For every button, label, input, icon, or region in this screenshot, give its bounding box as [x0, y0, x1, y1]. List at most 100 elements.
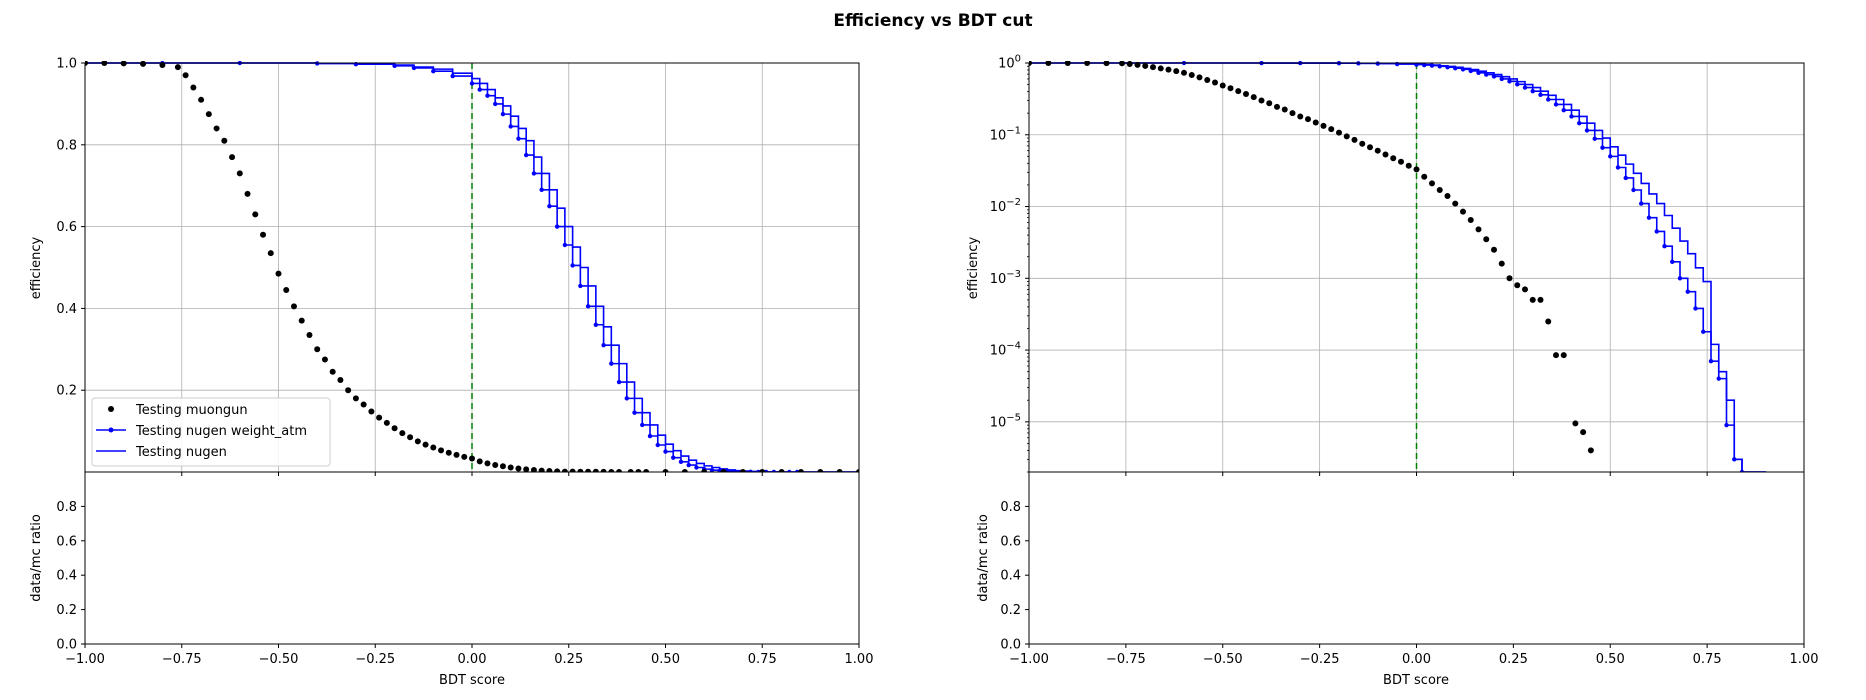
nugen-weight-atm-point [1561, 107, 1566, 113]
nugen-weight-atm-point [601, 343, 606, 348]
nugen-weight-atm-point [1468, 68, 1473, 74]
legend-entry-nugen-weight-atm: Testing nugen weight_atm [135, 424, 307, 439]
muongun-point [523, 466, 530, 472]
muongun-point [298, 317, 305, 324]
nugen-weight-atm-point [787, 469, 792, 472]
muongun-point [275, 270, 282, 277]
legend-entry-nugen: Testing nugen [135, 445, 227, 460]
ratio-y-tick-label: 0.2 [56, 603, 77, 618]
muongun-point [515, 465, 522, 472]
nugen-weight-atm-point [516, 136, 521, 141]
muongun-point [592, 468, 599, 472]
muongun-point [681, 469, 688, 472]
muongun-point [739, 469, 746, 472]
nugen-weight-atm-point [640, 422, 645, 428]
muongun-point [1150, 64, 1156, 71]
y-tick-label: 0.4 [56, 302, 77, 317]
nugen-weight-atm-point [624, 396, 629, 401]
muongun-point [1460, 208, 1466, 215]
legend-entry-muongun: Testing muongun [135, 403, 248, 418]
muongun-point [1212, 79, 1218, 86]
muongun-point [616, 468, 623, 472]
nugen-weight-atm-point [1538, 92, 1543, 98]
muongun-point [1537, 296, 1544, 303]
series-group [1029, 61, 1767, 472]
muongun-point [1553, 352, 1559, 359]
muongun-point [1165, 66, 1172, 73]
muongun-point [1181, 69, 1187, 76]
x-tick-label: 0.00 [1402, 652, 1431, 667]
muongun-point [600, 468, 607, 472]
nugen-weight-atm-point [686, 462, 691, 468]
nugen-weight-atm-point [1394, 61, 1400, 67]
nugen-weight-atm-point [1732, 457, 1737, 462]
muongun-point [1266, 100, 1273, 107]
nugen-weight-atm-point [678, 459, 684, 464]
nugen-weight-atm-point [748, 469, 753, 472]
muongun-point [1405, 162, 1412, 169]
nugen-weight-atm-point [1677, 276, 1683, 281]
right-ratio-ylabel: data/mc ratio [976, 514, 991, 602]
nugen-weight-atm-point [1724, 422, 1729, 428]
muongun-point [174, 64, 181, 71]
right-axes: −1.00 −0.75 −0.50 −0.25 0.00 0.25 0.50 0.75 1.00… [990, 54, 1819, 668]
legend: Testing muongun Testing nugen weight_atm… [91, 397, 331, 467]
muongun-point [190, 84, 197, 91]
x-tick-label: 0.25 [554, 652, 583, 667]
muongun-point [1297, 113, 1304, 120]
x-tick-label: −0.50 [1203, 652, 1243, 667]
left-ratio-ylabel: data/mc ratio [29, 514, 44, 602]
muongun-point [1452, 200, 1459, 207]
y-tick-label: 10−5 [990, 412, 1021, 430]
muongun-point [856, 469, 859, 472]
muongun-point [1204, 76, 1211, 83]
right-xlabel: BDT score [1383, 673, 1449, 688]
muongun-point [445, 449, 452, 456]
muongun-point [213, 125, 220, 132]
nugen-weight-atm-point [1507, 79, 1512, 84]
figure-title: Efficiency vs BDT cut [833, 11, 1033, 31]
muongun-point [643, 468, 650, 472]
muongun-point [577, 468, 584, 472]
x-tick-label: 1.00 [1790, 652, 1819, 667]
muongun-point [1227, 85, 1234, 92]
muongun-point [759, 469, 766, 472]
muongun-point [1429, 180, 1435, 187]
y-tick-label: 10−4 [990, 341, 1021, 359]
muongun-point [507, 464, 514, 471]
nugen-weight-atm-point [1701, 329, 1706, 334]
ratio-y-tick-label: 0.4 [1000, 569, 1021, 584]
muongun-point [720, 469, 727, 472]
left-plot-area [85, 61, 859, 472]
muongun-point [1173, 68, 1180, 75]
muongun-point [1506, 275, 1513, 282]
nugen-weight-atm-point [1577, 120, 1582, 126]
muongun-point [530, 467, 537, 472]
nugen-weight-atm-point [508, 124, 513, 129]
muongun-point [1436, 186, 1443, 193]
nugen-weight-atm-point [1530, 88, 1535, 94]
muongun-point [662, 469, 669, 472]
nugen-weight-atm-point [431, 68, 436, 74]
left-ratio-frame [84, 471, 860, 645]
muongun-point [836, 469, 843, 472]
muongun-point [1491, 246, 1497, 253]
nugen-weight-atm-point [1693, 306, 1698, 311]
muongun-point [469, 455, 475, 462]
nugen-weight-atm-point [1522, 85, 1528, 90]
muongun-point [1119, 61, 1125, 67]
muongun-point [1580, 429, 1587, 436]
x-tick-label: −1.00 [65, 652, 105, 667]
muongun-point [1374, 147, 1381, 154]
x-tick-label: −0.25 [1300, 652, 1340, 667]
right-ratio-frame [1028, 471, 1805, 645]
muongun-point [430, 444, 437, 451]
nugen-weight-atm-point [469, 81, 475, 86]
nugen-weight-atm-point [1708, 358, 1714, 364]
nugen-weight-atm-point [493, 101, 498, 107]
muongun-point [252, 211, 259, 218]
muongun-point [1157, 65, 1164, 72]
nugen-weight-atm-point [1445, 64, 1450, 70]
nugen-weight-atm-point [1515, 82, 1520, 87]
nugen-weight-atm-point [1553, 102, 1559, 107]
